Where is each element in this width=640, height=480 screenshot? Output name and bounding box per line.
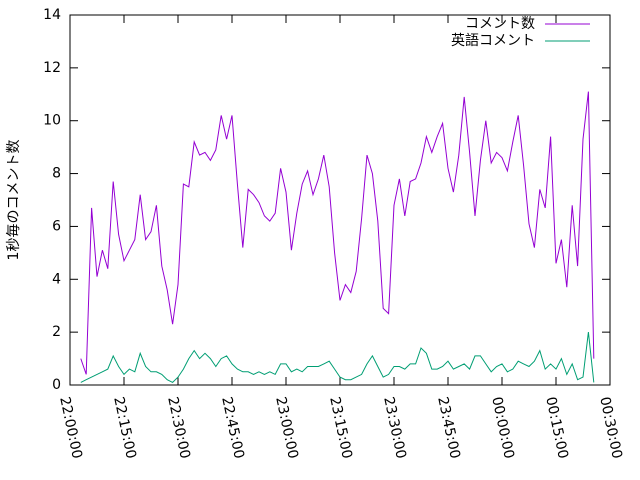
x-tick-label: 22:00:00	[56, 395, 85, 460]
x-tick-label: 23:15:00	[326, 395, 355, 460]
x-tick-label: 22:45:00	[218, 395, 247, 460]
x-tick-label: 00:15:00	[542, 395, 571, 460]
y-tick-label: 4	[52, 271, 61, 287]
x-tick-label: 23:00:00	[272, 395, 301, 460]
y-axis-label: 1秒毎のコメント数	[6, 140, 22, 261]
x-tick-label: 00:00:00	[488, 395, 517, 460]
y-tick-label: 12	[43, 60, 61, 76]
series-line	[80, 332, 595, 384]
plot-frame	[69, 14, 611, 386]
legend-label: 英語コメント	[451, 32, 535, 49]
series-line	[80, 91, 595, 375]
legend-label: コメント数	[465, 16, 535, 32]
y-tick-label: 8	[52, 166, 61, 182]
x-tick-label: 23:30:00	[380, 395, 409, 460]
y-tick-label: 6	[52, 218, 61, 234]
y-tick-label: 2	[52, 324, 61, 340]
y-tick-label: 0	[52, 377, 61, 393]
x-tick-label: 00:30:00	[596, 395, 625, 460]
x-tick-label: 22:15:00	[110, 395, 139, 460]
y-tick-label: 10	[43, 113, 61, 129]
y-tick-label: 14	[43, 7, 61, 23]
x-tick-label: 22:30:00	[164, 395, 193, 460]
x-tick-label: 23:45:00	[434, 395, 463, 460]
